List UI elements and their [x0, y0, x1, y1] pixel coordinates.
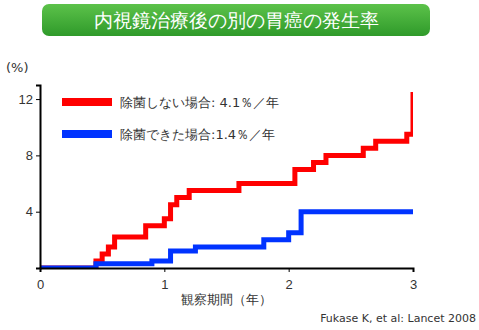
legend-swatch	[62, 130, 112, 138]
tick: 0	[37, 268, 44, 292]
tick-label: 2	[286, 277, 293, 292]
tick-mark	[36, 155, 40, 156]
tick-mark	[36, 212, 40, 213]
plot: 01234812	[19, 86, 418, 293]
tick-mark	[413, 268, 414, 272]
tick-mark	[289, 268, 290, 272]
series-line	[40, 212, 413, 268]
tick-label: 4	[26, 204, 33, 219]
y-axis-label: (%)	[6, 60, 29, 75]
tick: 12	[19, 92, 40, 107]
tick-label: 12	[19, 92, 33, 107]
tick: 3	[410, 268, 417, 292]
tick-mark	[164, 268, 165, 272]
tick: 1	[161, 268, 168, 292]
y-axis: 4 8 12	[19, 86, 41, 269]
chart: 内視鏡治療後の別の胃癌の発生率01234812(%)観察期間（年）Fukase …	[0, 0, 479, 330]
axis-line	[41, 269, 414, 273]
title-box	[42, 4, 430, 36]
legend-label: 除菌しない場合: 4.1％／年	[120, 95, 279, 110]
series-line	[40, 92, 413, 268]
x-axis-label: 観察期間（年）	[181, 292, 272, 307]
lines	[40, 92, 413, 268]
legend-item: 除菌しない場合: 4.1％／年	[62, 95, 279, 110]
tick-mark	[36, 99, 40, 100]
legend-swatch	[62, 98, 112, 106]
source: Fukase K, et al: Lancet 2008	[320, 312, 476, 325]
axis-line	[36, 86, 41, 269]
legend-label: 除菌できた場合:1.4％／年	[120, 127, 275, 142]
legend-item: 除菌できた場合:1.4％／年	[62, 127, 275, 142]
tick: 4	[26, 204, 40, 219]
tick-label: 0	[37, 277, 44, 292]
title: 内視鏡治療後の別の胃癌の発生率	[94, 9, 379, 31]
tick-label: 3	[410, 277, 417, 292]
tick: 2	[286, 268, 293, 292]
tick: 8	[26, 148, 40, 163]
tick-label: 1	[161, 277, 168, 292]
legend: 除菌しない場合: 4.1％／年除菌できた場合:1.4％／年	[62, 95, 279, 142]
tick-label: 8	[26, 148, 33, 163]
x-axis: 0 1 2 3	[37, 268, 417, 292]
